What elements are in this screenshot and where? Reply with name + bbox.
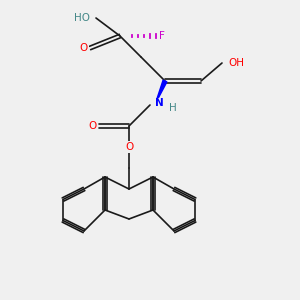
Text: O: O — [125, 142, 133, 152]
Polygon shape — [155, 80, 167, 104]
Text: OH: OH — [228, 58, 244, 68]
Text: H: H — [169, 103, 176, 113]
Text: O: O — [89, 121, 97, 131]
Text: HO: HO — [74, 13, 90, 23]
Text: F: F — [159, 31, 165, 41]
Text: N: N — [154, 98, 164, 109]
Text: O: O — [80, 43, 88, 53]
